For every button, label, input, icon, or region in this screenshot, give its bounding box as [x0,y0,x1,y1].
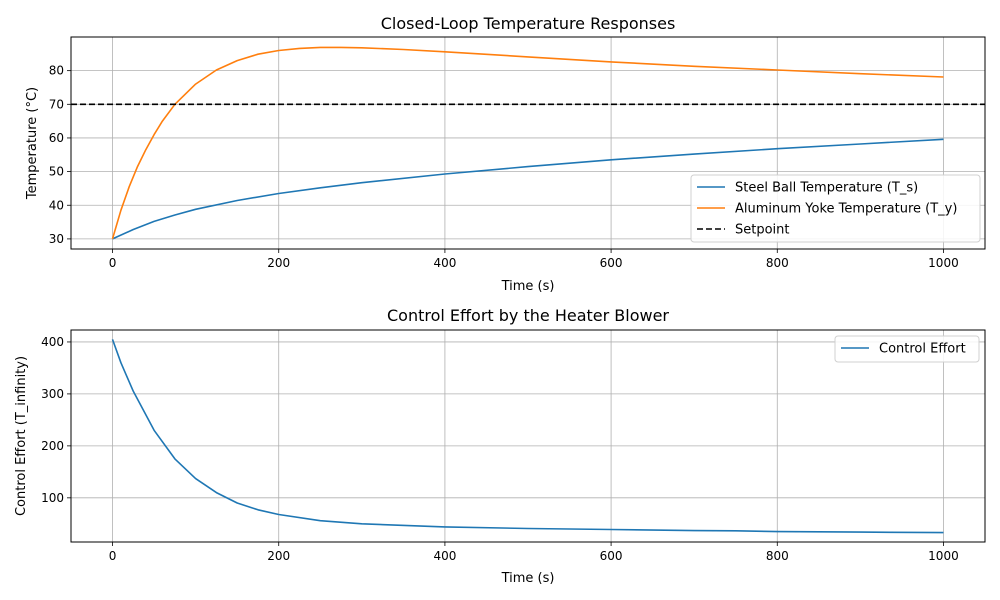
x-tick-label: 600 [600,549,623,563]
axis-ticks: 0 200 400 600 800 1000 100 200 300 400 [41,335,959,563]
series-line-0 [112,138,944,240]
temperature-responses-plot: Closed-Loop Temperature Responses Time (… [25,14,986,294]
series-line-1 [111,46,944,240]
y-tick-label: 400 [41,335,64,349]
legend-label: Control Effort [879,342,966,357]
plot-title: Closed-Loop Temperature Responses [381,14,676,33]
legend-label: Setpoint [735,223,790,238]
x-tick-label: 800 [766,549,789,563]
x-tick-label: 0 [109,256,117,270]
series-lines [71,46,985,240]
y-axis-label: Control Effort (T_infinity) [14,356,29,516]
axes-frame [70,36,986,250]
legend-label: Steel Ball Temperature (T_s) [735,181,918,196]
axis-ticks: 0 200 400 600 800 1000 30 40 50 60 70 80 [49,64,959,270]
plot-title: Control Effort by the Heater Blower [387,306,669,325]
x-tick-label: 200 [267,256,290,270]
x-tick-label: 600 [600,256,623,270]
series-lines [111,339,944,534]
y-tick-label: 300 [41,387,64,401]
legend: Steel Ball Temperature (T_s) Aluminum Yok… [690,174,981,243]
axes-frame [70,329,986,543]
x-tick-label: 1000 [928,549,959,563]
x-tick-label: 400 [433,256,456,270]
x-tick-label: 0 [109,549,117,563]
legend-box [834,335,980,363]
x-tick-label: 1000 [928,256,959,270]
y-axis-label: Temperature (°C) [25,87,40,200]
x-axis-label: Time (s) [501,279,555,294]
y-tick-label: 200 [41,439,64,453]
x-tick-label: 400 [433,549,456,563]
y-tick-label: 60 [49,131,64,145]
control-effort-plot: Control Effort by the Heater Blower Time… [14,306,986,586]
grid [71,330,985,542]
x-axis-label: Time (s) [501,571,555,586]
y-tick-label: 50 [49,165,64,179]
x-tick-label: 200 [267,549,290,563]
y-tick-label: 80 [49,64,64,78]
y-tick-label: 40 [49,198,64,212]
legend: Control Effort [834,335,980,363]
legend-label: Aluminum Yoke Temperature (T_y) [735,202,957,217]
series-line-0 [111,339,944,534]
x-tick-label: 800 [766,256,789,270]
y-tick-label: 70 [49,97,64,111]
legend-box [690,174,981,243]
y-tick-label: 30 [49,232,64,246]
y-tick-label: 100 [41,491,64,505]
